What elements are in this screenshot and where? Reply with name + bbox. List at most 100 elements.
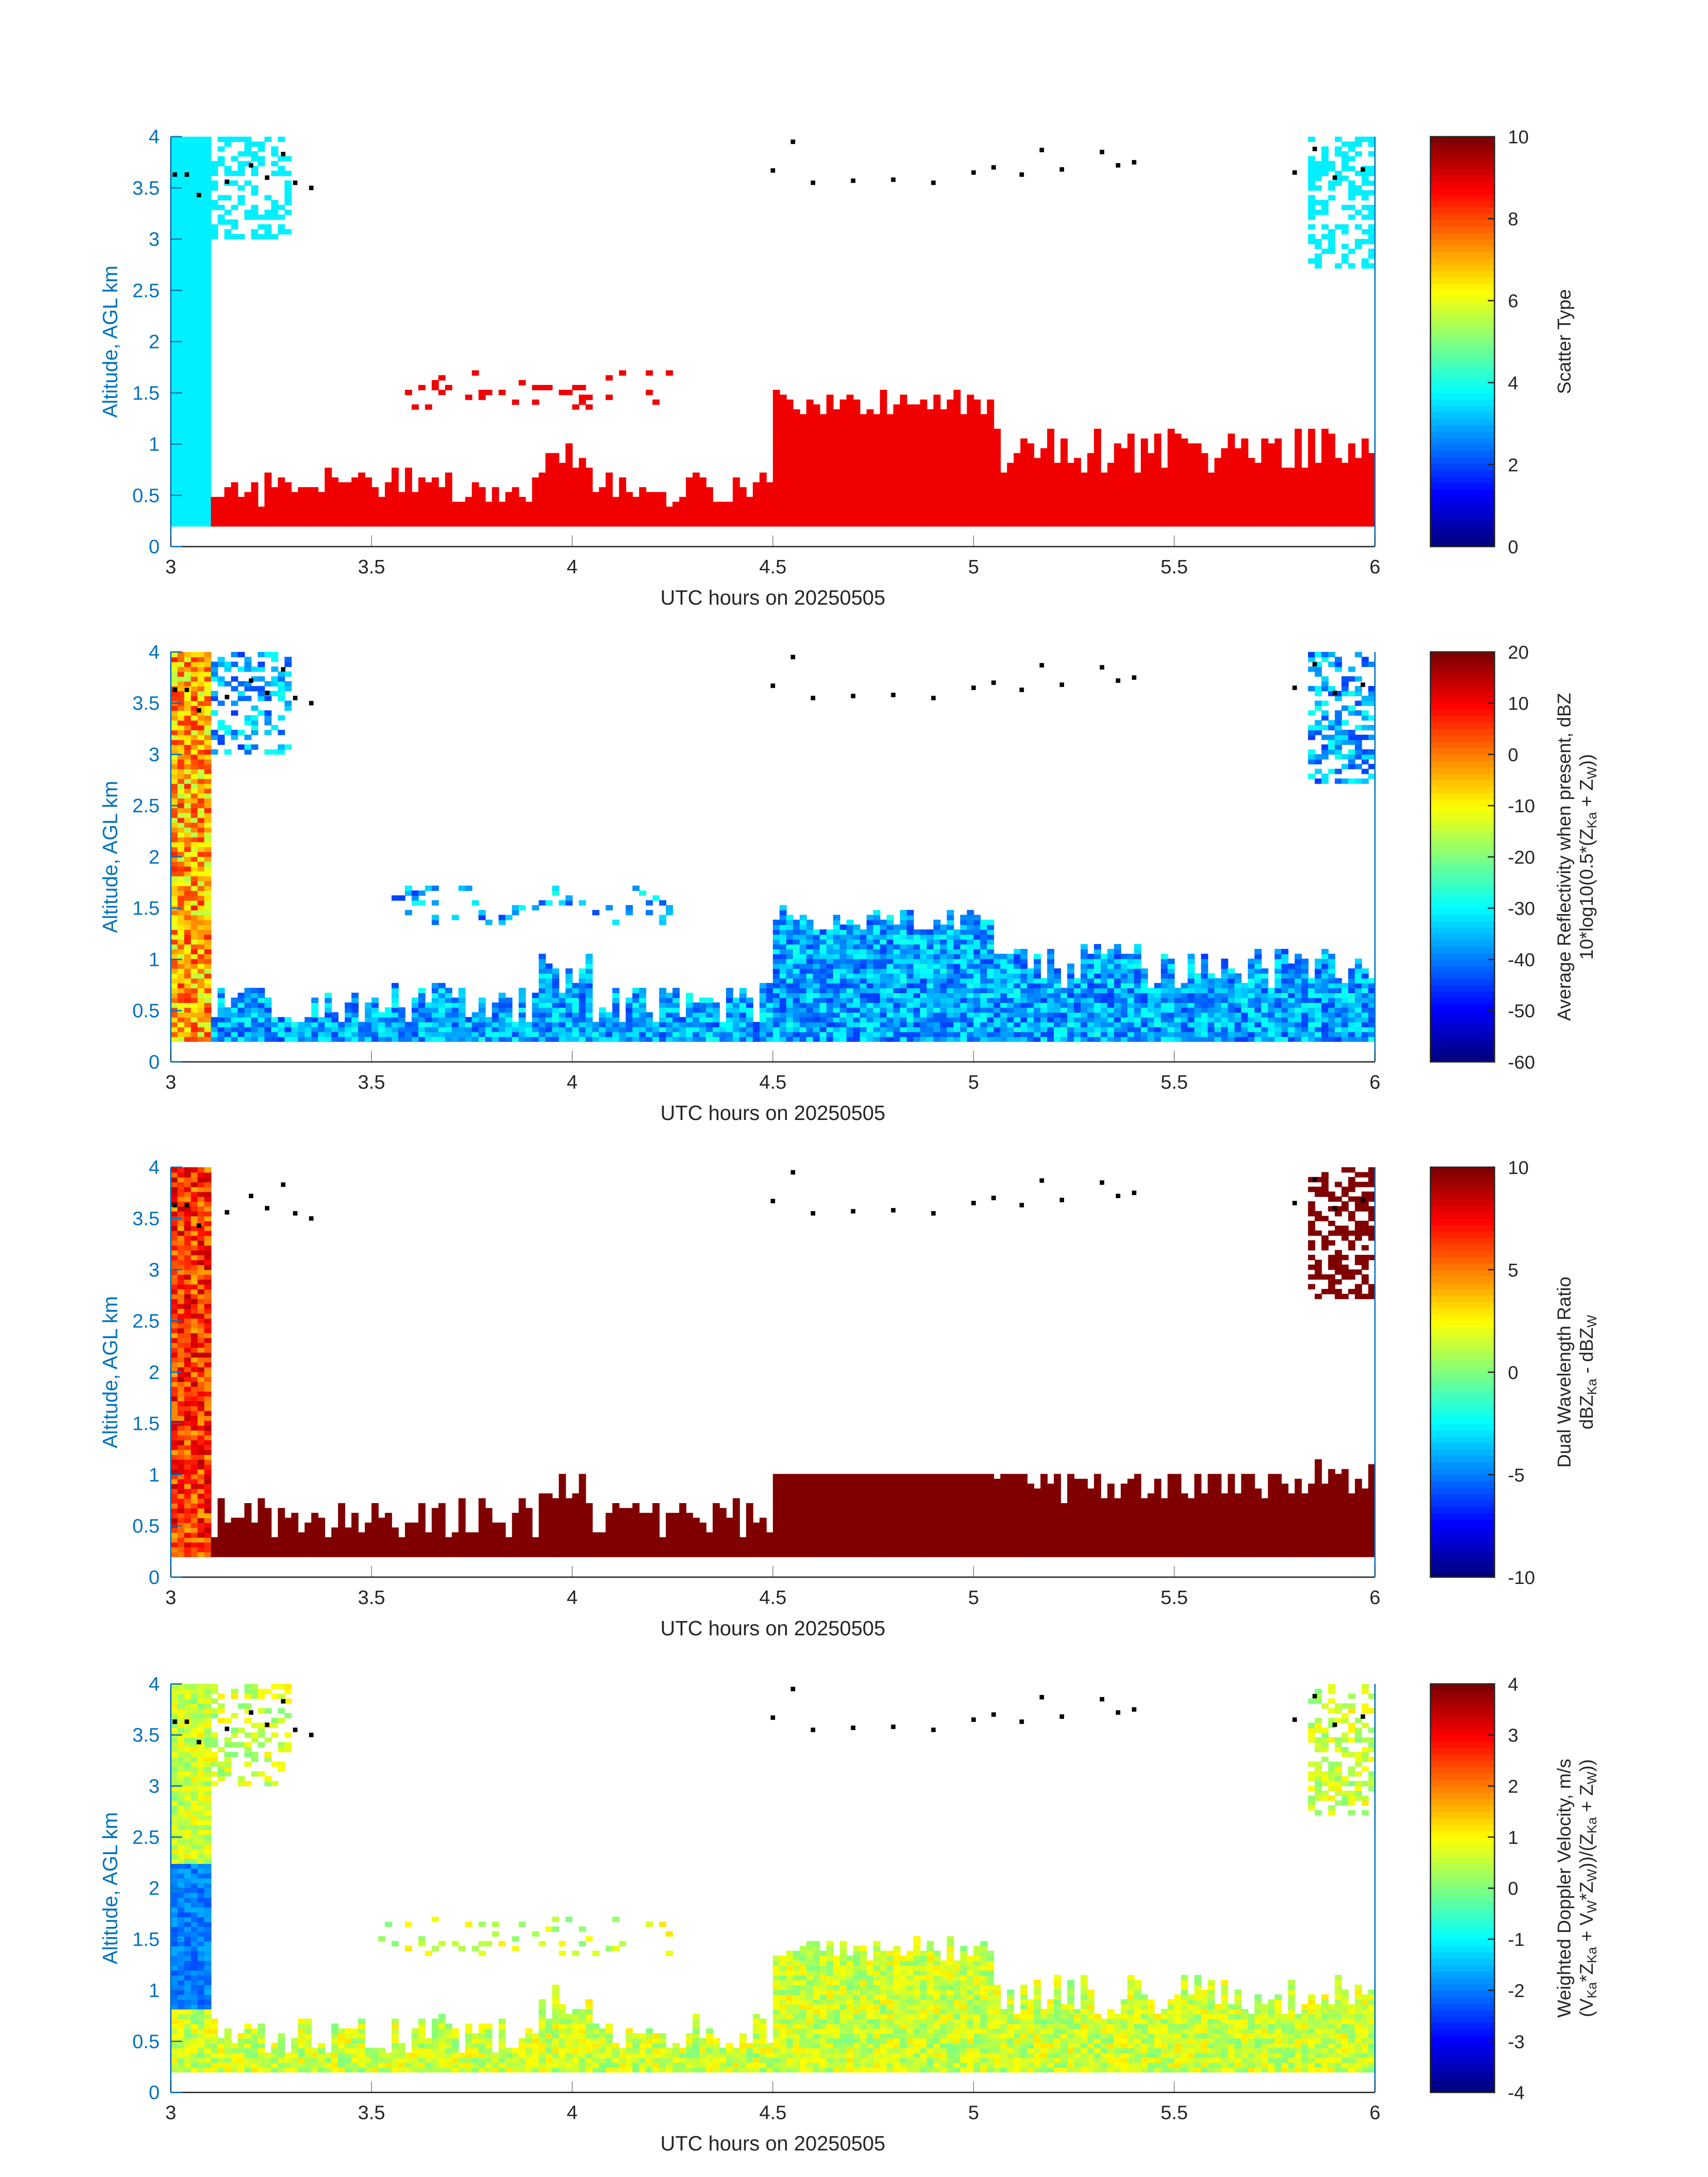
heat-cell [177,151,185,157]
heat-cell [585,1012,593,1018]
heat-cell [472,492,479,497]
heat-cell [191,380,198,386]
heat-cell [231,1012,238,1018]
heat-cell [191,312,198,318]
heat-cell [652,1022,660,1028]
heat-cell [585,953,593,959]
heat-cell [933,521,941,527]
heat-cell [184,511,192,517]
heat-cell [866,482,874,488]
heat-cell [846,443,854,449]
heat-cell [652,521,660,527]
heat-cell [305,1036,312,1042]
heat-cell [191,443,198,449]
heat-cell [1054,521,1061,527]
heat-cell [552,497,560,502]
heat-cell [184,326,192,332]
heat-cell [445,1027,452,1032]
heat-cell [512,506,519,512]
heat-cell [579,997,586,1003]
heat-cell [967,429,974,435]
heat-cell [599,521,606,527]
heat-cell [1014,497,1021,502]
heat-cell [719,521,727,527]
heat-cell [177,209,185,215]
heat-cell [1073,482,1081,488]
heat-cell [539,997,546,1003]
heat-cell [177,837,185,843]
heat-cell [204,988,212,994]
heat-cell [472,1032,479,1037]
heat-cell [739,1012,747,1018]
heat-cell [632,1022,640,1028]
heat-cell [853,448,860,454]
heat-cell [1034,463,1041,468]
heat-cell [679,1017,687,1023]
heat-cell [572,516,580,522]
heat-cell [806,1032,814,1037]
heat-cell [1127,477,1135,483]
heat-cell [626,1027,633,1032]
heat-cell [1000,506,1008,512]
heat-cell [1234,477,1242,483]
heat-cell [860,453,867,459]
heat-cell [799,429,807,435]
heat-cell [1355,243,1362,249]
heat-cell [238,185,245,191]
heat-cell [1107,492,1115,497]
heat-cell [860,419,867,425]
heat-cell [806,1022,814,1028]
heat-cell [431,1002,439,1008]
heat-cell [171,851,178,857]
heat-cell [1295,506,1302,512]
heat-cell [987,419,994,425]
heat-cell [846,472,854,478]
heat-cell [619,1027,626,1032]
heat-cell [826,1032,834,1037]
heat-cell [565,458,573,464]
heat-cell [258,1007,265,1013]
heat-cell [532,521,539,527]
colorbar-swatch [1430,540,1495,547]
heat-cell [806,992,814,998]
heat-cell [866,429,874,435]
heat-cell [585,506,593,512]
heat-cell [184,661,192,667]
heat-cell [364,482,372,488]
heat-cell [960,501,968,507]
heat-cell [619,482,626,488]
heat-cell [418,1027,426,1032]
heat-cell [244,686,252,692]
heat-cell [1181,458,1188,464]
heat-cell [826,501,834,507]
heat-cell [585,1032,593,1037]
heat-cell [211,180,218,186]
heat-cell [278,1032,285,1037]
heat-cell [351,497,359,502]
heat-cell [171,1036,178,1042]
heat-cell [1014,506,1021,512]
heat-cell [1261,511,1269,517]
heat-cell [217,725,225,731]
heat-cell [378,1017,385,1023]
heat-cell [1254,511,1262,517]
heat-cell [204,895,212,901]
heat-cell [846,477,854,483]
heat-cell [244,1027,252,1032]
heat-cell [1321,468,1329,473]
heat-cell [197,482,205,488]
heat-cell [726,988,733,994]
heat-cell [224,492,232,497]
heat-cell [184,958,192,964]
cloud-base-marker [931,180,936,185]
heat-cell [839,997,847,1003]
heat-cell [793,924,800,930]
heat-cell [311,521,319,527]
heat-cell [1181,487,1188,493]
heat-cell [545,983,553,989]
heat-cell [204,1027,212,1032]
heat-cell [880,501,887,507]
heat-cell [325,511,332,517]
heat-cell [920,443,927,449]
heat-cell [197,978,205,984]
